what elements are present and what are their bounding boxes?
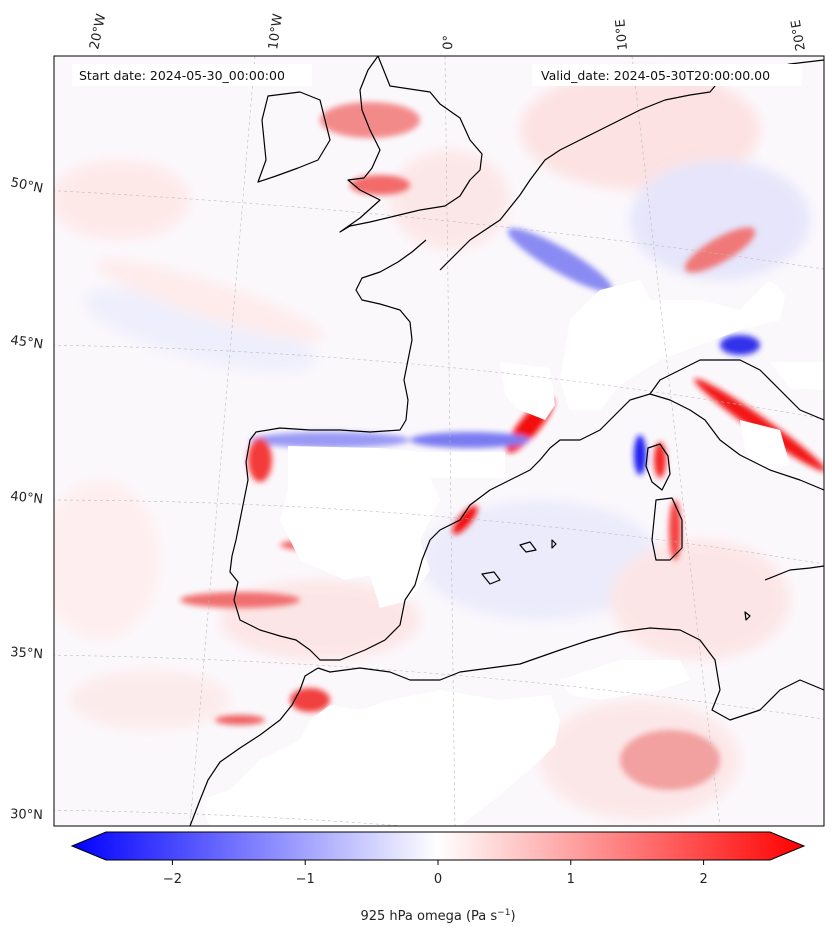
lat-label-35n: 35°N — [10, 645, 44, 662]
colorbar: −2 −1 0 1 2 925 hPa omega (Pa s−1) — [70, 831, 806, 924]
lon-label-20e: 20°E — [789, 19, 809, 52]
graticule-lines — [54, 56, 824, 826]
colorbar-tick-label: 2 — [699, 872, 707, 887]
lon-label-0: 0° — [441, 35, 457, 50]
valid-date-label: Valid_date: 2024-05-30T20:00:00.00 — [541, 68, 770, 83]
lat-label-45n: 45°N — [9, 333, 44, 352]
colorbar-label: 925 hPa omega (Pa s−1) — [360, 908, 515, 924]
latitude-labels: 50°N 45°N 40°N 35°N 30°N — [9, 175, 44, 823]
colorbar-bar — [70, 831, 806, 861]
colorbar-tick-label: 0 — [434, 872, 442, 887]
colorbar-tick-label: 1 — [567, 872, 575, 887]
start-date-box — [72, 64, 312, 86]
longitude-labels: 20°W 10°W 0° 10°E 20°E — [87, 12, 809, 51]
valid-date-box — [532, 64, 802, 86]
colorbar-ticks: −2 −1 0 1 2 — [163, 860, 708, 887]
lon-label-10w: 10°W — [266, 13, 286, 51]
map-frame — [53, 55, 825, 827]
lat-label-50n: 50°N — [9, 175, 44, 196]
masked-terrain — [200, 280, 824, 826]
colorbar-tick-label: −2 — [163, 872, 182, 887]
omega-field — [54, 56, 824, 826]
field-tints — [54, 70, 810, 820]
lon-label-20w: 20°W — [87, 12, 109, 50]
start-date-label: Start date: 2024-05-30_00:00:00 — [79, 68, 285, 83]
lat-label-30n: 30°N — [10, 807, 43, 823]
lon-label-10e: 10°E — [613, 19, 631, 51]
lat-label-40n: 40°N — [10, 489, 44, 507]
colorbar-tick-label: −1 — [296, 872, 315, 887]
